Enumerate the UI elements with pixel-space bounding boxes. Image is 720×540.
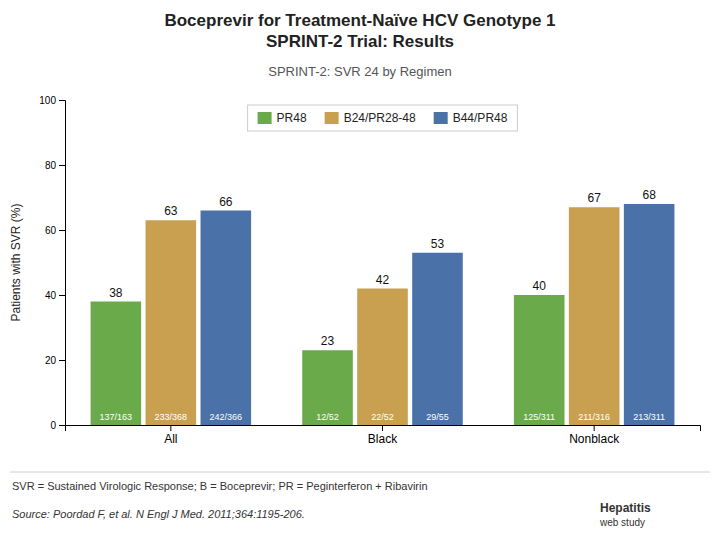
x-tick-label: Black xyxy=(368,432,398,446)
x-tick-label: Nonblack xyxy=(569,432,620,446)
legend-items: PR48 B24/PR28-48 B44/PR48 xyxy=(258,111,508,125)
x-tick-label: All xyxy=(164,432,177,446)
footer-note: SVR = Sustained Virologic Response; B = … xyxy=(12,480,428,492)
data-label: 38 xyxy=(109,286,123,300)
x-axis-line xyxy=(66,426,701,432)
y-tick-label: 80 xyxy=(45,160,57,171)
n-label: 12/52 xyxy=(316,412,339,422)
subtitle: SPRINT-2: SVR 24 by Regimen xyxy=(268,64,452,79)
x-axis: All Black Nonblack xyxy=(66,425,701,446)
bar xyxy=(624,204,675,425)
n-label: 125/311 xyxy=(523,412,555,422)
data-label: 67 xyxy=(587,191,601,205)
y-tick-label: 0 xyxy=(50,420,56,431)
y-axis-line xyxy=(59,101,66,426)
y-tick-label: 20 xyxy=(45,355,57,366)
y-tick: 0 xyxy=(50,420,65,431)
y-axis: 0 20 40 60 80 100 xyxy=(39,95,65,431)
legend-swatch xyxy=(325,112,339,124)
y-axis-title: Patients with SVR (%) xyxy=(9,203,23,321)
legend-box xyxy=(248,105,518,131)
legend-label: PR48 xyxy=(277,111,307,125)
series xyxy=(146,207,620,425)
y-tick-mark xyxy=(59,425,65,426)
bar xyxy=(146,220,197,425)
y-tick: 20 xyxy=(45,355,65,366)
x-tick: Black xyxy=(368,425,398,446)
y-tick-label: 60 xyxy=(45,225,57,236)
n-label: 29/55 xyxy=(426,412,449,422)
y-tick-mark xyxy=(59,360,65,361)
y-tick-mark xyxy=(59,165,65,166)
data-label: 42 xyxy=(376,273,390,287)
bar xyxy=(91,302,142,426)
y-tick-mark xyxy=(59,100,65,101)
y-tick: 100 xyxy=(39,95,65,106)
x-tick: Nonblack xyxy=(569,425,620,446)
legend-label: B44/PR48 xyxy=(453,111,508,125)
n-label: 213/311 xyxy=(633,412,665,422)
title: Boceprevir for Treatment-Naïve HCV Genot… xyxy=(164,11,555,51)
data-label: 23 xyxy=(321,334,335,348)
x-tick-mark xyxy=(594,425,595,431)
y-tick-mark xyxy=(59,230,65,231)
legend: PR48 B24/PR28-48 B44/PR48 xyxy=(248,105,518,131)
bar xyxy=(302,350,353,425)
data-label: 63 xyxy=(164,204,178,218)
series xyxy=(201,204,675,425)
bar xyxy=(514,295,565,425)
n-label: 242/366 xyxy=(210,412,243,422)
data-label: 66 xyxy=(219,195,233,209)
logo-text: Hepatitis xyxy=(600,501,651,515)
y-tick-label: 40 xyxy=(45,290,57,301)
legend-item: B44/PR48 xyxy=(434,111,508,125)
bar xyxy=(201,211,252,426)
legend-item: PR48 xyxy=(258,111,307,125)
y-tick: 80 xyxy=(45,160,65,171)
n-label: 137/163 xyxy=(100,412,133,422)
y-tick-label: 100 xyxy=(39,95,56,106)
footer-separator xyxy=(10,472,710,473)
source: Source: Poordad F, et al. N Engl J Med. … xyxy=(12,508,305,520)
legend-swatch xyxy=(258,112,272,124)
n-label: 22/52 xyxy=(371,412,394,422)
legend-swatch xyxy=(434,112,448,124)
bar xyxy=(569,207,620,425)
bar xyxy=(412,253,463,425)
bar xyxy=(357,289,408,426)
y-tick: 60 xyxy=(45,225,65,236)
y-tick: 40 xyxy=(45,290,65,301)
x-tick: All xyxy=(164,425,177,446)
plot: 0 20 40 60 80 100 All Black Nonblack Patients wit… xyxy=(9,95,701,446)
chart-svg: Boceprevir for Treatment-Naïve HCV Genot… xyxy=(0,0,720,540)
y-tick-mark xyxy=(59,295,65,296)
logo-text: web study xyxy=(599,517,645,528)
data-label: 53 xyxy=(431,237,445,251)
legend-label: B24/PR28-48 xyxy=(344,111,416,125)
labels: 38 137/163 23 12/52 40 125/311 63 233/368 42 22/5… xyxy=(100,188,666,422)
data-label: 40 xyxy=(533,279,547,293)
data-label: 68 xyxy=(642,188,656,202)
x-tick-mark xyxy=(170,425,171,431)
n-label: 233/368 xyxy=(155,412,188,422)
bars xyxy=(91,204,675,425)
x-tick-mark xyxy=(382,425,383,431)
legend-item: B24/PR28-48 xyxy=(325,111,416,125)
n-label: 211/316 xyxy=(578,412,610,422)
